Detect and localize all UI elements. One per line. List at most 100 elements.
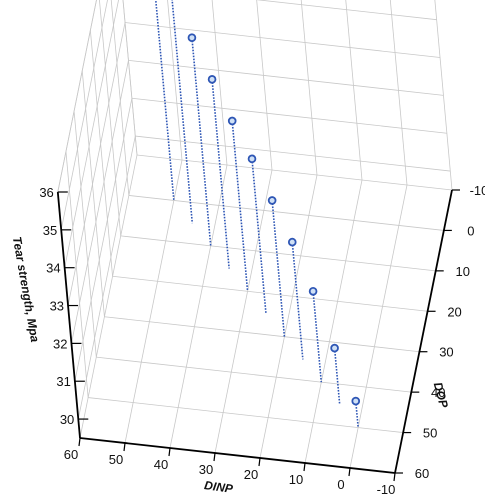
x-tick-label: 40	[154, 457, 168, 472]
floor-grid-line	[169, 164, 228, 449]
x-tick-mark	[348, 467, 351, 477]
z-tick-label: 31	[56, 374, 70, 389]
z-tick-label: 32	[53, 336, 67, 351]
floor-grid-line	[136, 154, 453, 191]
wall-grid-line	[73, 111, 97, 358]
floor-grid-line	[112, 275, 428, 312]
data-point	[227, 116, 237, 126]
wall-grid-line	[64, 0, 119, 268]
x-tick-label: 50	[109, 452, 123, 467]
y-axis-line	[394, 189, 453, 474]
wall-grid-line	[434, 0, 453, 191]
data-stem	[291, 242, 304, 360]
wall-grid-line	[256, 0, 273, 171]
wall-grid-line	[345, 0, 363, 181]
y-tick-label: 30	[439, 345, 453, 360]
floor-grid-line	[79, 154, 138, 439]
data-point	[330, 343, 339, 353]
y-tick-label: 20	[447, 304, 461, 319]
data-point	[287, 237, 297, 247]
floor-grid-line	[304, 179, 363, 464]
z-axis-title: Tear strength, Mpa	[10, 235, 42, 343]
wall-grid-line	[65, 151, 89, 398]
data-point	[207, 75, 217, 84]
wall-grid-line	[128, 59, 444, 96]
z-tick-label: 34	[46, 261, 60, 276]
x-tick-mark	[78, 437, 81, 447]
floor-grid-line	[88, 397, 404, 433]
data-point	[187, 33, 197, 43]
data-stem	[171, 0, 194, 224]
z-tick-label: 30	[60, 412, 74, 427]
data-stem	[271, 200, 286, 337]
grid-layer	[57, 0, 453, 474]
data-stem	[251, 158, 267, 315]
y-tick-label: 60	[415, 466, 429, 481]
y-tick-label: 10	[455, 264, 469, 279]
z-tick-label: 33	[50, 299, 64, 314]
floor-grid-line	[120, 235, 436, 272]
wall-grid-line	[110, 0, 130, 196]
data-point	[351, 396, 361, 406]
x-tick-mark	[213, 452, 216, 462]
z-tick-label: 36	[39, 185, 53, 200]
wall-grid-line	[167, 0, 183, 161]
wall-grid-line	[57, 0, 97, 193]
wall-grid-line	[389, 0, 408, 186]
data-stem	[231, 120, 249, 292]
z-axis-line	[56, 191, 81, 439]
floor-grid-line	[128, 195, 444, 231]
label-layer: 30 31 32 33 34 35 36 60 50 40 30 20 10 0 -10 -10 0 10 20 30…	[39, 183, 485, 497]
x-tick-mark	[303, 462, 306, 472]
axis-layer	[56, 189, 460, 482]
y-tick-label: -10	[470, 183, 485, 198]
y-tick-label: 50	[423, 426, 437, 441]
wall-grid-line	[122, 0, 138, 156]
wall-grid-line	[135, 135, 451, 172]
wall-grid-line	[211, 0, 228, 166]
wall-grid-line	[67, 22, 126, 306]
x-tick-mark	[393, 472, 396, 482]
y-tick-label: 0	[467, 223, 474, 238]
data-stem	[354, 401, 359, 428]
wall-grid-line	[60, 0, 108, 230]
z-tick-label: 35	[43, 223, 57, 238]
floor-grid-line	[349, 184, 408, 469]
y-axis-title: DOP	[431, 381, 452, 411]
x-axis-line	[79, 437, 396, 474]
wall-grid-line	[125, 22, 441, 58]
wall-grid-line	[131, 97, 447, 134]
x-tick-mark	[123, 442, 126, 452]
data-point	[308, 287, 318, 296]
x-axis-title: DINP	[203, 478, 234, 496]
data-point	[267, 196, 277, 205]
floor-grid-line	[104, 316, 420, 353]
floor-grid-line	[259, 174, 318, 459]
data-point	[247, 154, 257, 164]
x-tick-label: -10	[377, 482, 396, 497]
stem-layer	[154, 0, 361, 428]
floor-grid-line	[96, 356, 412, 393]
wall-grid-line	[57, 0, 97, 193]
x-tick-label: 60	[64, 447, 78, 462]
wall-grid-line	[74, 98, 133, 382]
floor-grid-line	[214, 169, 273, 454]
x-tick-label: 0	[337, 477, 344, 492]
floor-grid-line	[124, 159, 183, 444]
data-stem	[333, 348, 341, 405]
x-tick-mark	[168, 447, 171, 457]
wall-grid-line	[77, 135, 136, 420]
x-tick-label: 10	[289, 472, 303, 487]
wall-grid-line	[300, 0, 318, 176]
data-stem	[154, 0, 175, 201]
wall-grid-line	[81, 70, 105, 317]
x-tick-label: 20	[244, 467, 258, 482]
wall-grid-line	[255, 0, 437, 21]
wall-grid-line	[99, 0, 122, 236]
y-tick-label: 40	[431, 385, 445, 400]
x-tick-label: 30	[199, 462, 213, 477]
wall-grid-line	[71, 60, 129, 344]
wall-grid-line	[89, 30, 113, 277]
data-stem	[312, 291, 323, 383]
